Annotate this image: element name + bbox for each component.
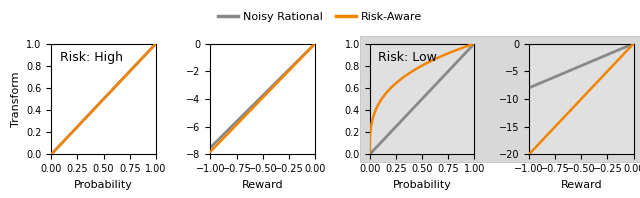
Text: Risk: Low: Risk: Low xyxy=(378,51,437,64)
Text: Risk: High: Risk: High xyxy=(60,51,123,64)
X-axis label: Probability: Probability xyxy=(74,180,133,190)
Y-axis label: Transform: Transform xyxy=(10,71,20,127)
X-axis label: Reward: Reward xyxy=(242,180,284,190)
Legend: Noisy Rational, Risk-Aware: Noisy Rational, Risk-Aware xyxy=(214,8,426,26)
X-axis label: Reward: Reward xyxy=(561,180,602,190)
X-axis label: Probability: Probability xyxy=(392,180,451,190)
